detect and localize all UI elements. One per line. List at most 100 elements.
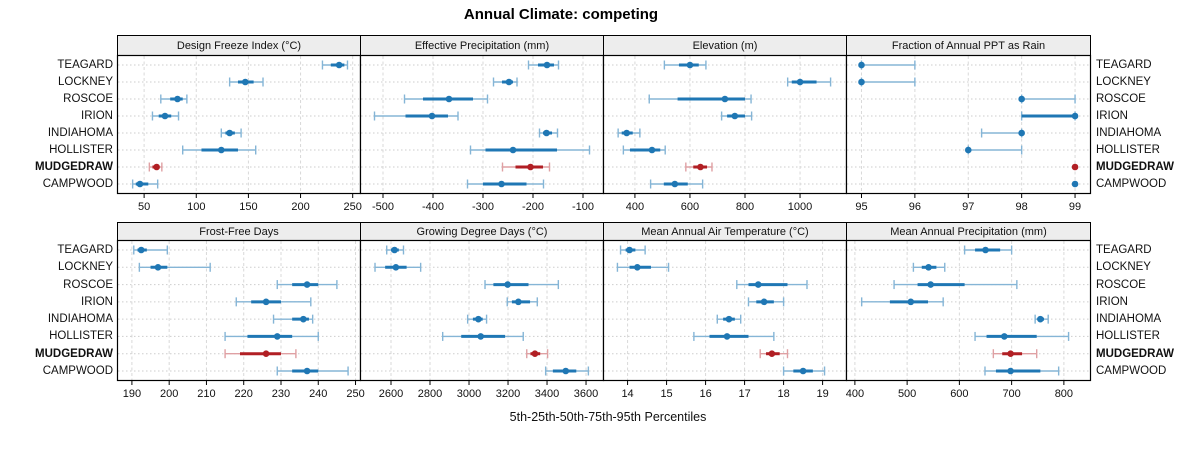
median-dot xyxy=(504,281,511,288)
x-axis-tick-label: 250 xyxy=(344,201,362,213)
x-axis-tick-label: -400 xyxy=(422,201,444,213)
errorbar-indiahoma xyxy=(617,128,641,138)
errorbar-roscoe xyxy=(160,94,188,104)
gridlines xyxy=(131,241,357,380)
site-label-right-teagard: TEAGARD xyxy=(1096,59,1152,71)
panel-plot-fraction-of-annual-ppt-as-rain: 95 96 97 98 99 xyxy=(845,54,1092,213)
site-label-right-irion: IRION xyxy=(1096,295,1128,308)
errorbar-lockney xyxy=(786,77,832,87)
axis-caption: 5th-25th-50th-75th-95th Percentiles xyxy=(509,410,707,424)
x-axis-tick-label: 200 xyxy=(160,388,178,400)
errorbar-mudgedraw xyxy=(501,162,551,172)
median-dot xyxy=(907,298,915,306)
panel-background xyxy=(603,240,846,381)
median-dot xyxy=(648,146,656,154)
x-axis-tick-label: 50 xyxy=(138,201,150,213)
site-label-right-hollister: HOLLISTER xyxy=(1096,144,1160,156)
panel-strip-label: Growing Degree Days (°C) xyxy=(416,225,548,238)
errorbar-irion xyxy=(860,297,944,307)
site-label-left-roscoe: ROSCOE xyxy=(63,93,113,105)
median-dot xyxy=(1071,180,1079,188)
site-label-left-indiahoma: INDIAHOMA xyxy=(47,313,113,326)
errorbar-hollister xyxy=(622,145,666,155)
panel-strip-elevation-m: Elevation (m) xyxy=(603,35,847,56)
panel-plot-design-freeze-index-c: 50 100 150 200 250 xyxy=(116,54,362,213)
median-dot xyxy=(760,298,768,306)
x-axis: 14 15 16 17 18 19 xyxy=(621,381,829,400)
site-label-left-irion: IRION xyxy=(81,110,113,122)
errorbar-hollister xyxy=(441,331,524,341)
site-label-right-roscoe: ROSCOE xyxy=(1096,278,1146,291)
gridlines xyxy=(143,56,354,193)
panel-plot-growing-degree-days-c: 2600 2800 3000 3200 3400 3600 xyxy=(359,239,605,400)
errorbar-indiahoma xyxy=(466,314,488,324)
site-label-right-irion: IRION xyxy=(1096,110,1128,122)
median-dot xyxy=(262,350,270,358)
median-dot xyxy=(445,95,453,103)
panel-strip-label: Frost-Free Days xyxy=(199,225,279,238)
median-dot xyxy=(1018,95,1025,103)
errorbar-mudgedraw xyxy=(224,349,297,359)
errorbar-roscoe xyxy=(893,280,1018,290)
panel-plot-effective-precipitation-mm: -500 -400 -300 -200 -100 xyxy=(359,54,605,213)
errorbar-indiahoma xyxy=(980,128,1025,138)
median-dot xyxy=(273,333,281,340)
x-axis-tick-label: 3200 xyxy=(496,388,520,400)
panel-strip-label: Mean Annual Precipitation (mm) xyxy=(890,225,1047,238)
errorbar-campwood xyxy=(466,179,545,189)
panel-strip-growing-degree-days-c: Growing Degree Days (°C) xyxy=(360,222,604,241)
panel-strip-label: Mean Annual Air Temperature (°C) xyxy=(641,225,809,238)
errorbar-irion xyxy=(720,111,753,121)
median-dot xyxy=(498,180,505,188)
median-dot xyxy=(153,163,160,171)
errorbar-lockney xyxy=(492,77,518,87)
median-dot xyxy=(136,180,144,188)
errorbar-mudgedraw xyxy=(526,349,549,359)
errorbar-lockney xyxy=(912,262,946,272)
errorbar-indiahoma xyxy=(220,128,242,138)
errorbar-indiahoma xyxy=(1034,314,1049,324)
panel-plot-elevation-m: 400 600 800 1000 xyxy=(602,54,848,213)
site-label-left-campwood: CAMPWOOD xyxy=(42,178,113,190)
panel-border xyxy=(845,54,1092,195)
median-dot xyxy=(634,263,641,271)
errorbar-lockney xyxy=(374,262,422,272)
site-label-right-roscoe: ROSCOE xyxy=(1096,93,1146,105)
median-dot xyxy=(626,246,633,254)
errorbar-irion xyxy=(506,297,538,307)
x-axis: 400 500 600 700 800 xyxy=(846,381,1073,400)
median-dot xyxy=(982,246,989,254)
panel-background xyxy=(603,55,846,194)
median-dot xyxy=(623,129,630,137)
x-axis-tick-label: 17 xyxy=(738,388,750,400)
x-axis-tick-label: 3600 xyxy=(574,388,598,400)
x-axis-tick-label: 800 xyxy=(1055,388,1073,400)
errorbar-indiahoma xyxy=(272,314,314,324)
errorbar-mudgedraw xyxy=(148,162,163,172)
median-dot xyxy=(303,281,311,288)
x-axis: -500 -400 -300 -200 -100 xyxy=(372,194,594,213)
x-axis-tick-label: 250 xyxy=(346,388,364,400)
x-axis-tick-label: 16 xyxy=(699,388,711,400)
site-label-left-teagard: TEAGARD xyxy=(57,244,113,256)
errorbar-teagard xyxy=(527,60,560,70)
panel-border xyxy=(845,239,1092,382)
site-label-right-campwood: CAMPWOOD xyxy=(1096,178,1167,190)
panel-plot-mean-annual-air-temperature-c: 14 15 16 17 18 19 xyxy=(602,239,848,400)
median-dot xyxy=(161,112,169,120)
errorbar-mudgedraw xyxy=(992,349,1038,359)
panel-background xyxy=(117,55,360,194)
errorbar-roscoe xyxy=(648,94,752,104)
median-dot xyxy=(475,315,482,323)
errorbar-roscoe xyxy=(484,280,560,290)
median-dot xyxy=(723,333,731,340)
errorbar-indiahoma xyxy=(716,314,742,324)
errorbar-roscoe xyxy=(403,94,489,104)
median-dot xyxy=(226,129,233,137)
site-label-right-lockney: LOCKNEY xyxy=(1096,76,1151,88)
median-dot xyxy=(1018,129,1025,137)
site-label-left-lockney: LOCKNEY xyxy=(58,261,113,274)
x-axis-tick-label: 190 xyxy=(123,388,141,400)
median-dot xyxy=(217,146,225,154)
x-axis-tick-label: 2800 xyxy=(418,388,442,400)
